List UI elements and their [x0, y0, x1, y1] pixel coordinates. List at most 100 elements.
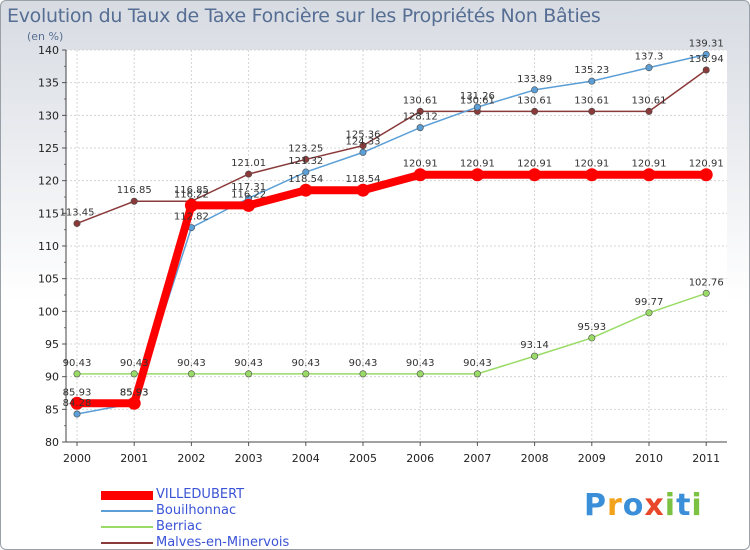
proxiti-logo: Proxiti	[584, 488, 703, 523]
data-label: 121.32	[288, 156, 323, 167]
data-label: 93.14	[520, 340, 549, 351]
data-point	[642, 168, 656, 182]
data-point	[359, 142, 367, 150]
y-tick-label: 135	[38, 77, 59, 90]
data-point	[645, 309, 653, 317]
y-tick-label: 85	[45, 403, 59, 416]
legend-label: Malves-en-Minervois	[156, 535, 290, 550]
legend-label: Berriac	[156, 519, 203, 534]
data-point	[70, 396, 84, 410]
data-point	[130, 370, 138, 378]
series-line-villedubert	[73, 170, 711, 408]
data-point	[127, 396, 141, 410]
data-label: 116.22	[174, 189, 209, 200]
data-point	[299, 183, 313, 197]
data-label: 130.61	[517, 95, 552, 106]
legend-swatch	[101, 526, 153, 528]
data-label: 116.85	[174, 185, 209, 196]
x-tick-label: 2001	[120, 452, 148, 465]
x-tick-label: 2007	[463, 452, 491, 465]
data-label: 95.93	[577, 322, 606, 333]
y-tick-label: 100	[38, 305, 59, 318]
legend-swatch	[101, 510, 153, 512]
data-label: 116.85	[117, 185, 152, 196]
data-point	[473, 370, 481, 378]
data-point	[702, 51, 710, 59]
data-point	[528, 168, 542, 182]
x-tick-label: 2011	[692, 452, 720, 465]
data-point	[585, 168, 599, 182]
data-label: 84.28	[63, 398, 92, 409]
data-label: 117.31	[231, 182, 266, 193]
x-tick-label: 2006	[406, 452, 434, 465]
x-tick-label: 2005	[349, 452, 377, 465]
data-label: 137.3	[635, 52, 664, 63]
data-label: 130.61	[403, 95, 438, 106]
data-label: 85.93	[120, 387, 149, 398]
data-label: 90.43	[463, 358, 492, 369]
x-tick-label: 2009	[578, 452, 606, 465]
data-label: 120.91	[574, 159, 609, 170]
data-point	[73, 410, 81, 418]
data-label: 120.91	[460, 159, 495, 170]
data-label: 124.33	[346, 136, 381, 147]
data-point	[416, 370, 424, 378]
logo-letter: o	[622, 488, 645, 523]
y-tick-label: 120	[38, 175, 59, 188]
data-label: 136.94	[689, 54, 724, 65]
data-point	[588, 334, 596, 342]
data-label: 118.54	[346, 174, 381, 185]
data-point	[187, 370, 195, 378]
y-tick-label: 90	[45, 371, 59, 384]
data-label: 120.91	[517, 159, 552, 170]
logo-letter: P	[584, 488, 607, 523]
data-point	[245, 370, 253, 378]
data-label: 121.01	[231, 158, 266, 169]
data-point	[588, 77, 596, 85]
legend-swatch	[101, 542, 153, 544]
x-tick-label: 2010	[635, 452, 663, 465]
data-label: 139.31	[689, 39, 724, 50]
data-label: 133.89	[517, 74, 552, 85]
data-point	[130, 197, 138, 205]
legend-label: VILLEDUBERT	[156, 487, 245, 502]
data-label: 85.93	[120, 387, 149, 398]
y-tick-label: 110	[38, 240, 59, 253]
data-point	[645, 107, 653, 115]
data-point	[359, 148, 367, 156]
data-point	[302, 155, 310, 163]
data-label: 116.22	[231, 189, 266, 200]
y-tick-label: 115	[38, 207, 59, 220]
x-tick-label: 2004	[292, 452, 320, 465]
data-point	[531, 352, 539, 360]
data-label: 90.43	[406, 358, 435, 369]
data-label: 112.82	[174, 212, 209, 223]
series-line-berriac	[76, 292, 707, 375]
data-label: 130.61	[460, 95, 495, 106]
data-point	[645, 64, 653, 72]
data-label: 135.23	[574, 65, 609, 76]
data-point	[359, 370, 367, 378]
y-axis-unit: (en %)	[27, 30, 64, 43]
chart-title: Evolution du Taux de Taxe Foncière sur l…	[7, 5, 601, 27]
data-point	[702, 66, 710, 74]
data-label: 90.43	[63, 358, 92, 369]
data-label: 90.43	[291, 358, 320, 369]
data-label: 90.43	[120, 358, 149, 369]
data-label: 130.61	[574, 95, 609, 106]
y-tick-label: 95	[45, 338, 59, 351]
series-line-bouilhonnac	[76, 53, 707, 415]
data-point	[356, 183, 370, 197]
data-label: 120.91	[403, 159, 438, 170]
data-point	[73, 370, 81, 378]
data-label: 102.76	[689, 277, 724, 288]
x-tick-label: 2003	[235, 452, 263, 465]
y-tick-label: 140	[38, 44, 59, 57]
data-label: 128.12	[403, 112, 438, 123]
x-tick-label: 2000	[63, 452, 91, 465]
x-tick-label: 2002	[177, 452, 205, 465]
data-point	[699, 168, 713, 182]
y-tick-label: 80	[45, 436, 59, 449]
